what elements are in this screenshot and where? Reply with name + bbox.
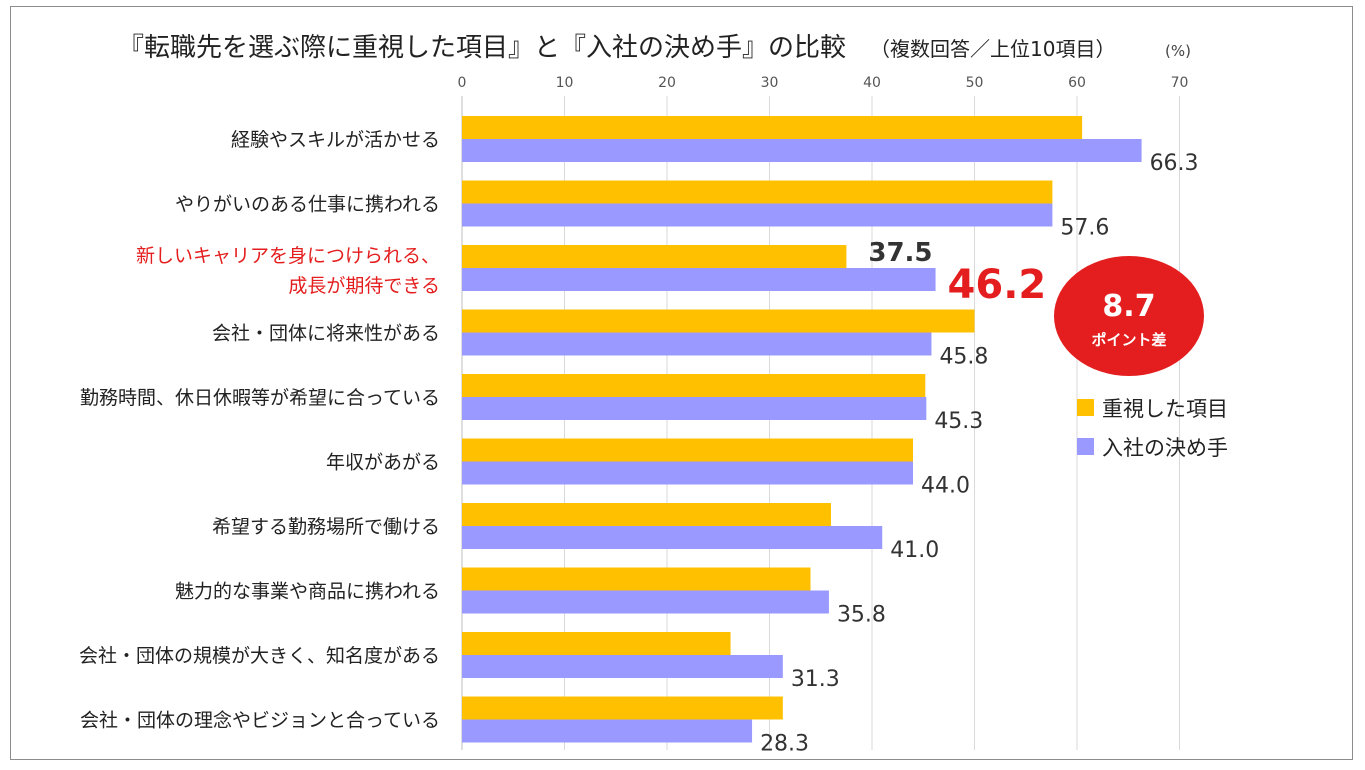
chart-subtitle: （複数回答／上位10項目） (870, 37, 1115, 61)
bar-decision-6 (462, 526, 883, 549)
bar-importance-5 (462, 438, 913, 462)
bar-importance-4 (462, 374, 926, 397)
legend-label-decision: 入社の決め手 (1102, 436, 1228, 460)
bar-decision-9 (462, 719, 753, 743)
legend-label-importance: 重視した項目 (1102, 397, 1228, 421)
unit-label: (%) (1165, 42, 1191, 60)
x-tick-label: 50 (966, 75, 984, 91)
data-label-decision: 28.3 (760, 732, 809, 757)
x-tick-label: 0 (458, 75, 467, 91)
x-tick-label: 40 (863, 75, 881, 91)
category-label: 年収があがる (326, 452, 440, 474)
bar-decision-3 (462, 332, 932, 356)
data-label-decision: 57.6 (1060, 216, 1109, 241)
x-tick-label: 60 (1068, 75, 1086, 91)
x-tick-label: 30 (761, 75, 779, 91)
bar-decision-4 (462, 397, 927, 420)
bar-importance-7 (462, 567, 811, 591)
data-label-decision: 31.3 (791, 667, 840, 692)
callout-text: ポイント差 (1091, 331, 1166, 349)
legend-swatch-decision (1077, 438, 1094, 455)
category-label: 新しいキャリアを身につけられる、 (136, 245, 440, 267)
category-label: 会社・団体の規模が大きく、知名度がある (79, 645, 440, 667)
bar-decision-0 (462, 139, 1142, 162)
bar-importance-3 (462, 309, 975, 333)
data-label-decision: 45.3 (934, 409, 983, 434)
bar-decision-8 (462, 655, 783, 678)
x-tick-label: 20 (658, 75, 676, 91)
bar-importance-8 (462, 632, 731, 655)
data-label-decision: 35.8 (837, 603, 886, 628)
data-label-importance: 37.5 (868, 238, 932, 268)
category-label: やりがいのある仕事に携われる (175, 194, 440, 216)
data-label-decision: 46.2 (948, 262, 1047, 308)
x-tick-label: 70 (1171, 75, 1189, 91)
category-label: 成長が期待できる (288, 275, 440, 297)
data-label-decision: 44.0 (921, 474, 970, 499)
legend-swatch-importance (1077, 399, 1094, 416)
category-label: 魅力的な事業や商品に携われる (175, 581, 440, 603)
bar-decision-1 (462, 203, 1053, 227)
bar-importance-2 (462, 245, 847, 268)
data-label-decision: 41.0 (890, 538, 939, 563)
x-tick-label: 10 (556, 75, 574, 91)
category-label: 会社・団体の理念やビジョンと合っている (80, 709, 440, 732)
bar-importance-9 (462, 696, 783, 720)
bar-decision-5 (462, 461, 913, 485)
callout-circle (1054, 256, 1204, 376)
data-label-decision: 45.8 (939, 345, 988, 370)
bar-importance-1 (462, 180, 1053, 204)
category-label: 勤務時間、休日休暇等が希望に合っている (80, 387, 440, 409)
bar-importance-0 (462, 116, 1083, 139)
bar-decision-2 (462, 268, 936, 291)
bar-importance-6 (462, 503, 831, 526)
callout-value: 8.7 (1102, 289, 1155, 324)
data-label-decision: 66.3 (1150, 151, 1199, 176)
bar-decision-7 (462, 590, 829, 614)
category-label: 経験やスキルが活かせる (231, 129, 440, 151)
category-label: 会社・団体に将来性がある (212, 323, 440, 345)
category-label: 希望する勤務場所で働ける (212, 516, 440, 538)
chart-title: 『転職先を選ぶ際に重視した項目』と『入社の決め手』の比較 (118, 33, 846, 63)
